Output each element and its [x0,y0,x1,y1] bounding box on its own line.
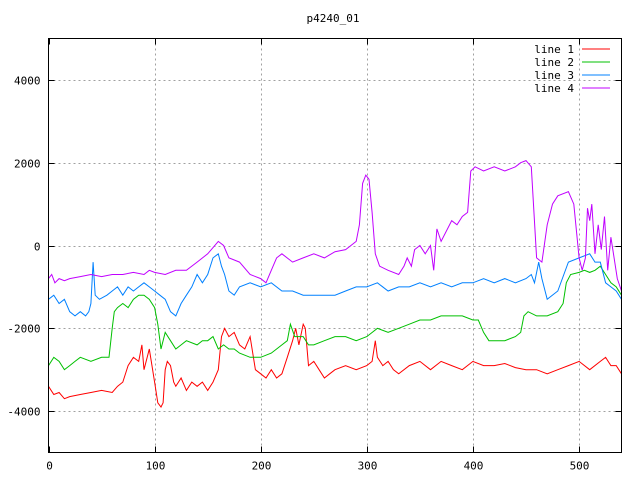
series-line-2 [48,265,622,371]
axis-ticks [48,38,622,453]
y-tick-label: -2000 [7,323,40,336]
y-tick-label: 4000 [14,75,41,88]
y-tick-label: 2000 [14,158,41,171]
legend-label: line 4 [534,82,574,95]
x-tick-label: 0 [46,460,53,473]
series-line-4 [48,160,622,292]
legend-label: line 2 [534,56,574,69]
chart-title: p4240_01 [307,12,360,25]
grid [48,38,622,453]
x-tick-label: 200 [252,460,272,473]
x-tick-label: 100 [146,460,166,473]
x-tick-label: 500 [570,460,590,473]
legend-label: line 1 [534,43,574,56]
legend-label: line 3 [534,69,574,82]
axis-tick-labels: 0 100 200 300 400 500 -4000 -2000 0 2000 4000 [7,75,589,473]
x-tick-label: 400 [464,460,484,473]
x-tick-label: 300 [358,460,378,473]
y-tick-label: 0 [34,241,41,254]
plot-frame [48,38,622,453]
series-line-3 [48,252,622,317]
series-line-1 [48,322,622,408]
series-lines [48,160,622,408]
y-tick-label: -4000 [7,406,40,419]
